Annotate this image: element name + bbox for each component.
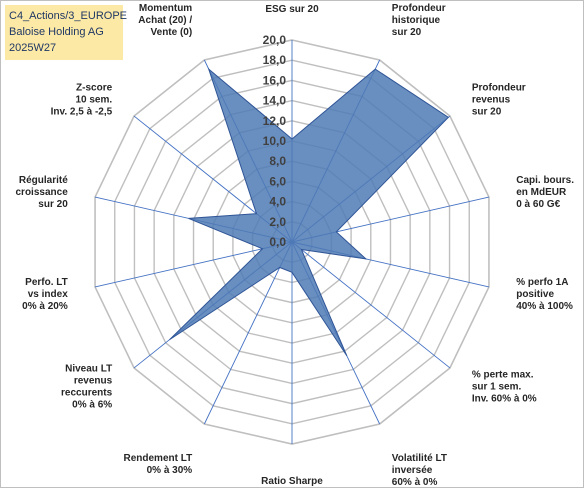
axis-spoke bbox=[291, 241, 451, 369]
tick-label: 8,0 bbox=[269, 154, 286, 168]
axis-label: Ratio Sharpe0 à 2 bbox=[261, 476, 323, 488]
tick-label: 16,0 bbox=[263, 73, 287, 87]
axis-label-line: 0 à 60 G€ bbox=[516, 199, 560, 210]
axis-label-line: Inv. 60% à 0% bbox=[472, 393, 537, 404]
tick-label: 2,0 bbox=[269, 215, 286, 229]
axis-label-line: positive bbox=[516, 289, 554, 300]
axis-label: Capi. bours. en MdEUR 0 à 60 G€ bbox=[516, 175, 574, 210]
tick-label: 20,0 bbox=[263, 33, 287, 47]
tick-label: 10,0 bbox=[263, 134, 287, 148]
header-line-category: C4_Actions/3_EUROPE bbox=[9, 10, 127, 22]
axis-label-line: ESG sur 20 bbox=[265, 4, 319, 15]
chart-header-box: C4_Actions/3_EUROPE Baloise Holding AG 2… bbox=[5, 5, 127, 60]
axis-label-line: % perfo 1A bbox=[516, 277, 568, 288]
axis-label-line: % perte max. bbox=[472, 369, 534, 380]
axis-label-line: Volatilité LT bbox=[392, 453, 447, 464]
axis-label-line: sur 20 bbox=[392, 27, 422, 38]
series-area bbox=[169, 67, 450, 357]
axis-label: Niveau LT revenus reccurents 0% à 6% bbox=[61, 363, 113, 410]
axis-label-line: Capi. bours. bbox=[516, 175, 574, 186]
axis-label-line: Rendement LT bbox=[123, 453, 192, 464]
axis-label: Momentum Achat (20) / Vente (0) bbox=[138, 3, 192, 38]
axis-label-line: sur 20 bbox=[472, 107, 502, 118]
axis-label-line: revenus bbox=[472, 95, 511, 106]
axis-label-line: Perfo. LT bbox=[25, 277, 68, 288]
axis-label-line: historique bbox=[392, 15, 441, 26]
axis-label-line: Note bbox=[281, 0, 304, 3]
axis-label: Profondeur historique sur 20 bbox=[392, 3, 446, 38]
tick-label: 12,0 bbox=[263, 114, 287, 128]
axis-label-line: inversée bbox=[392, 465, 433, 476]
axis-label-line: Profondeur bbox=[472, 83, 526, 94]
axis-label-line: sur 1 sem. bbox=[472, 381, 522, 392]
axis-label-line: Profondeur bbox=[392, 3, 446, 14]
axis-label-line: 0% à 6% bbox=[72, 399, 112, 410]
axis-label-line: 0% à 20% bbox=[22, 301, 68, 312]
axis-label: NoteESG sur 20 bbox=[265, 0, 319, 15]
axis-spoke bbox=[94, 241, 293, 288]
axis-label-line: Momentum bbox=[139, 3, 192, 14]
axis-spoke bbox=[203, 241, 293, 425]
axis-label-line: Achat (20) / bbox=[138, 15, 192, 26]
header-line-week: 2025W27 bbox=[9, 42, 57, 54]
tick-label: 4,0 bbox=[269, 195, 286, 209]
tick-label: 14,0 bbox=[263, 94, 287, 108]
tick-label: 0,0 bbox=[269, 235, 286, 249]
axis-label: Régularité croissance sur 20 bbox=[16, 175, 69, 210]
axis-label-line: revenus bbox=[74, 375, 113, 386]
axis-label-line: Niveau LT bbox=[65, 363, 112, 374]
axis-label: Volatilité LT inversée 60% à 0% bbox=[392, 453, 447, 488]
axis-label: % perte max. sur 1 sem. Inv. 60% à 0% bbox=[472, 369, 537, 404]
axis-label: Perfo. LT vs index 0% à 20% bbox=[22, 277, 68, 312]
axis-label-line: Z-score bbox=[76, 83, 113, 94]
axis-label-line: 10 sem. bbox=[75, 95, 112, 106]
tick-label: 6,0 bbox=[269, 174, 286, 188]
axis-label-line: Vente (0) bbox=[151, 27, 193, 38]
axis-label-line: croissance bbox=[16, 187, 69, 198]
axis-label-line: Inv. 2,5 à -2,5 bbox=[51, 107, 113, 118]
axis-label-line: 60% à 0% bbox=[392, 477, 438, 488]
axis-label: % perfo 1A positive 40% à 100% bbox=[516, 277, 573, 312]
axis-label-line: Ratio Sharpe bbox=[261, 476, 323, 487]
header-line-company: Baloise Holding AG bbox=[9, 26, 104, 38]
axis-label-line: reccurents bbox=[61, 387, 113, 398]
axis-label: Z-score 10 sem. Inv. 2,5 à -2,5 bbox=[51, 83, 113, 118]
radar-tick-labels: 0,0 2,0 4,0 6,0 8,0 10,0 12,0 14,0 16,0 18,0 20,0 bbox=[263, 33, 287, 249]
axis-label-line: Régularité bbox=[19, 175, 68, 186]
radar-series bbox=[169, 67, 450, 357]
axis-label: Rendement LT 0% à 30% bbox=[123, 453, 192, 476]
axis-label-line: sur 20 bbox=[38, 199, 68, 210]
axis-label: Profondeur revenus sur 20 bbox=[472, 83, 526, 118]
axis-label-line: 40% à 100% bbox=[516, 301, 573, 312]
axis-label-line: vs index bbox=[28, 289, 68, 300]
axis-label-line: en MdEUR bbox=[516, 187, 567, 198]
tick-label: 18,0 bbox=[263, 53, 287, 67]
axis-label-line: 0% à 30% bbox=[147, 465, 193, 476]
